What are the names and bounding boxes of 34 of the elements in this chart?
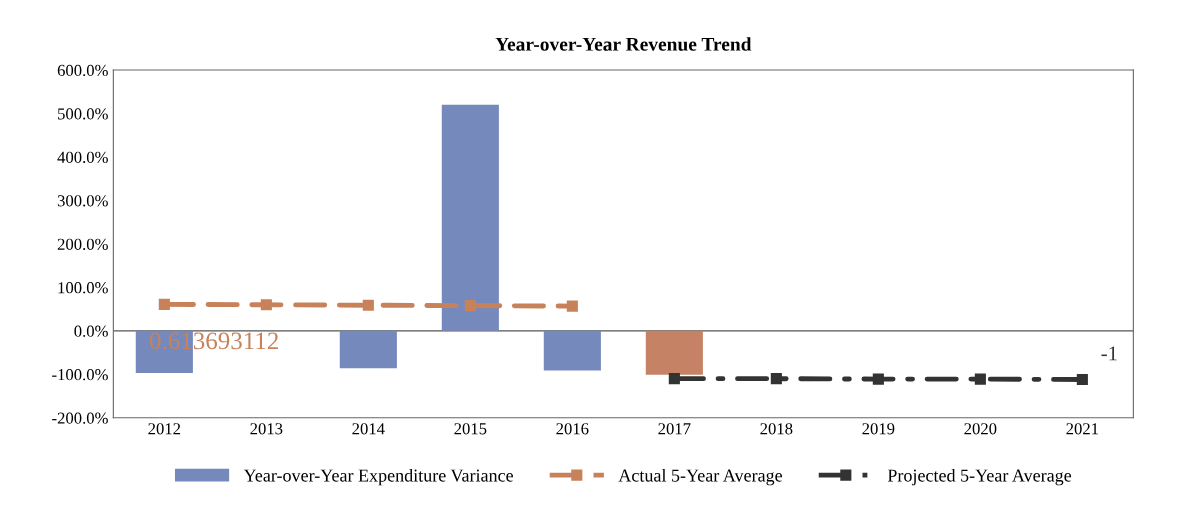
point	[158, 298, 170, 310]
y-tick-label: 200.0%	[57, 238, 108, 250]
point	[362, 299, 374, 311]
point	[974, 373, 986, 385]
y-tick-label: 500.0%	[58, 108, 108, 120]
x-tick-label: 2021	[1066, 423, 1099, 435]
y-tick-label: 100.0%	[58, 282, 108, 294]
y-tick-label: 400.0%	[57, 151, 108, 164]
point	[770, 373, 782, 385]
y-tick-label: -200.0%	[52, 412, 108, 424]
x-tick-label: 2020	[964, 423, 997, 435]
y-tick-label: 300.0%	[57, 195, 108, 207]
x-tick-label: 2019	[862, 423, 895, 435]
point	[872, 373, 884, 385]
legend-label: Actual 5-Year Average	[618, 468, 783, 486]
chart-title: Year-over-Year Revenue Trend	[495, 37, 752, 51]
x-tick-label: 2012	[148, 423, 181, 435]
x-tick-label: 2015	[454, 423, 487, 435]
point	[566, 300, 578, 312]
legend-label: Projected 5-Year Average	[887, 468, 1072, 486]
point	[1076, 373, 1088, 386]
y-tick-label: 600.0%	[57, 64, 108, 77]
x-tick-label: 2017	[658, 423, 691, 435]
point	[260, 299, 272, 311]
x-tick-label: 2014	[352, 423, 385, 435]
x-tick-label: 2013	[250, 423, 283, 435]
x-tick-label: 2018	[760, 423, 793, 435]
x-tick-label: 2016	[556, 423, 589, 435]
y-tick-label: 0.0%	[74, 325, 108, 337]
annotation: -1	[1101, 346, 1117, 361]
y-tick-label: -100.0%	[52, 369, 108, 381]
point	[464, 300, 476, 312]
point	[668, 373, 680, 385]
legend-label: Year-over-Year Expenditure Variance	[243, 468, 513, 486]
